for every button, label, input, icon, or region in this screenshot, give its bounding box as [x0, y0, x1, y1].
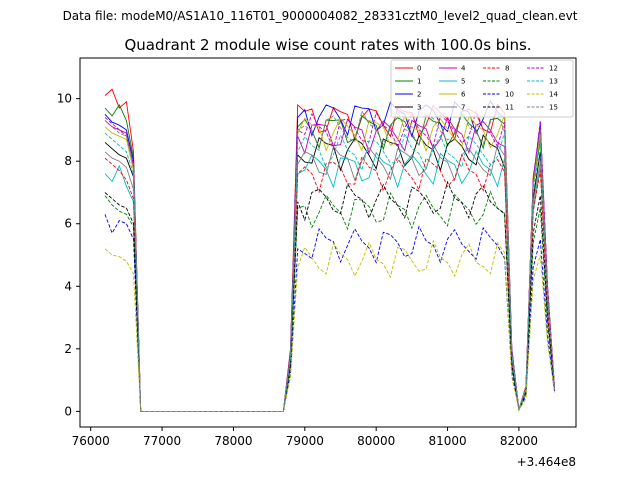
y-tick-label: 0 [64, 404, 72, 418]
legend-label: 10 [505, 91, 514, 99]
y-tick-label: 6 [64, 217, 72, 231]
x-tick-label: 82000 [500, 434, 538, 448]
legend-label: 15 [549, 104, 558, 112]
y-tick-label: 4 [64, 279, 72, 293]
x-tick-label: 78000 [214, 434, 252, 448]
series-line-14 [104, 239, 556, 412]
y-tick-label: 10 [57, 92, 72, 106]
x-tick-label: 79000 [286, 434, 324, 448]
x-tick-label: 76000 [72, 434, 110, 448]
legend-label: 7 [461, 104, 465, 112]
y-tick-label: 2 [64, 342, 72, 356]
legend-label: 0 [417, 65, 421, 73]
x-tick-label: 80000 [357, 434, 395, 448]
chart-title: Quadrant 2 module wise count rates with … [124, 36, 531, 54]
x-axis: 76000 77000 78000 79000 80000 81000 82000 [72, 427, 538, 448]
legend-box [390, 59, 574, 118]
legend-label: 14 [549, 91, 558, 99]
legend-label: 12 [549, 65, 558, 73]
x-tick-label: 81000 [428, 434, 466, 448]
series-line-12 [104, 109, 556, 412]
legend-label: 13 [549, 78, 558, 86]
x-axis-offset-label: +3.464e8 [517, 455, 576, 469]
series-lines [104, 88, 556, 412]
legend-label: 9 [505, 78, 509, 86]
x-tick-label: 77000 [143, 434, 181, 448]
legend-label: 1 [417, 78, 421, 86]
series-line-13 [104, 132, 556, 412]
legend-label: 3 [417, 104, 421, 112]
legend-label: 8 [505, 65, 509, 73]
legend-label: 6 [461, 91, 466, 99]
legend-label: 4 [461, 65, 466, 73]
legend-label: 2 [417, 91, 421, 99]
figure-suptitle: Data file: modeM0/AS1A10_116T01_90000040… [63, 9, 578, 23]
legend-label: 11 [505, 104, 514, 112]
legend-label: 5 [461, 78, 465, 86]
plot-border [79, 57, 577, 428]
y-axis: 0 2 4 6 8 10 [57, 92, 80, 418]
y-tick-label: 8 [64, 154, 72, 168]
series-line-15 [104, 107, 556, 412]
